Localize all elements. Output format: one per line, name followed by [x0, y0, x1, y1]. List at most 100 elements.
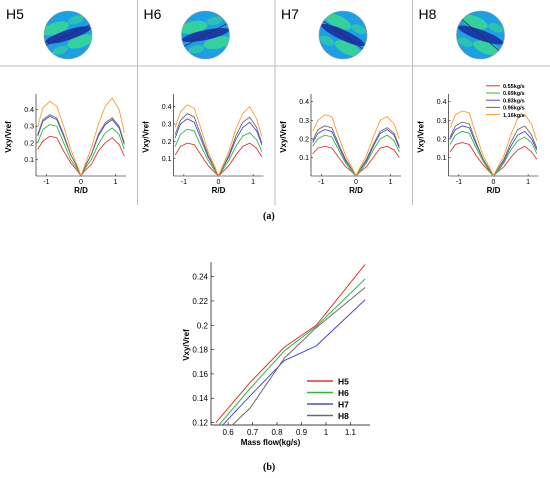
- x-tick-label: 1.1: [345, 428, 357, 437]
- high-velocity-zone: [52, 45, 69, 55]
- measurement-line: [323, 20, 363, 50]
- series-line: [449, 121, 538, 177]
- x-axis-label: R/D: [212, 186, 226, 195]
- y-axis-label: Vxy/Vref: [279, 121, 288, 153]
- series-line: [449, 110, 538, 178]
- disc-outline: [456, 10, 505, 60]
- panel-a-grid: [0, 0, 550, 205]
- panel-a-legend: 0.55kg/s0.69kg/s0.83kg/s 0.96kg/s1.16kg/s: [486, 84, 525, 119]
- series-line: [218, 278, 366, 425]
- high-velocity-zone: [181, 20, 208, 34]
- x-tick-label: -1: [318, 179, 324, 186]
- profile-plot: 0.1 0.2 0.3 0.4 -1 0 1 R/D Vxy/Vref: [279, 94, 401, 195]
- series-line: [174, 118, 263, 177]
- high-velocity-zone: [188, 44, 205, 54]
- y-tick-label: 0.12: [192, 419, 208, 428]
- disc-outline: [318, 10, 368, 60]
- legend-label: 0.96kg/s: [503, 106, 525, 112]
- measurement-line: [46, 24, 90, 46]
- high-velocity-zone: [488, 23, 504, 33]
- legend-label: H6: [338, 388, 349, 398]
- y-tick-label: 0.3: [24, 124, 34, 131]
- measurement-line: [461, 19, 500, 51]
- y-axis-label: Vxy/Vref: [182, 329, 191, 361]
- series-line: [449, 142, 538, 177]
- y-tick-label: 0.3: [299, 118, 309, 125]
- x-tick-label: 0: [217, 179, 221, 186]
- contour-bands: [181, 16, 230, 54]
- series-line: [174, 142, 263, 177]
- x-tick-label: 1: [389, 179, 393, 186]
- x-tick-label: -1: [43, 179, 49, 186]
- high-velocity-zone: [461, 14, 488, 30]
- y-tick-label: 0.2: [24, 140, 34, 147]
- x-tick-label: -1: [456, 179, 462, 186]
- high-velocity-zone: [351, 24, 367, 35]
- x-tick-label: 0.6: [223, 428, 235, 437]
- series-line: [312, 129, 400, 177]
- x-tick-label: 0.7: [247, 428, 259, 437]
- disc-outline: [43, 10, 93, 60]
- y-tick-label: 0.24: [192, 273, 208, 282]
- series-line: [312, 145, 400, 177]
- series-line: [37, 135, 125, 177]
- contour-disc: [181, 11, 230, 59]
- profile-plot: 0.1 0.2 0.3 0.4 -1 0 1 R/D Vxy/Vref: [4, 94, 126, 195]
- legend-label: 0.55kg/s: [503, 84, 525, 90]
- high-velocity-zone: [457, 37, 473, 47]
- x-tick-label: 0: [492, 179, 496, 186]
- legend-label: 0.83kg/s: [503, 98, 525, 104]
- series-line: [231, 287, 366, 425]
- x-tick-label: 0.8: [271, 428, 283, 437]
- y-tick-label: 0.3: [162, 122, 172, 129]
- x-axis-label: R/D: [74, 186, 88, 195]
- x-axis-label: R/D: [349, 186, 363, 195]
- series-line: [449, 130, 538, 177]
- legend-label: H8: [338, 411, 349, 421]
- caption-a: (a): [263, 211, 275, 222]
- profile-plot: 0.1 0.2 0.3 0.4 -1 0 1 R/D Vxy/Vref: [417, 94, 539, 195]
- disc-outline: [181, 10, 230, 60]
- high-velocity-zone: [206, 16, 223, 26]
- chart-title: H8: [419, 6, 437, 22]
- x-tick-label: 1: [251, 179, 255, 186]
- x-tick-label: -1: [181, 179, 187, 186]
- x-tick-label: 0.9: [296, 428, 308, 437]
- y-tick-label: 0.4: [299, 99, 309, 106]
- chart-title: H7: [281, 6, 299, 22]
- high-velocity-zone: [325, 13, 352, 30]
- legend-label: H7: [338, 400, 349, 410]
- y-tick-label: 0.4: [437, 99, 447, 106]
- panel-a-charts: H5 0.1 0.2 0.3 0.4 -1 0 1 R/D Vxy/Vref H6 0.1 0.2 0.3…: [4, 6, 539, 195]
- chart-title: H5: [6, 6, 24, 22]
- x-axis-label: R/D: [487, 186, 501, 195]
- y-tick-label: 0.14: [192, 394, 208, 403]
- y-tick-label: 0.1: [437, 155, 447, 162]
- x-tick-label: 1: [526, 179, 530, 186]
- series-lines: [215, 264, 366, 425]
- series-line: [312, 114, 400, 178]
- y-axis-label: Vxy/Vref: [142, 121, 151, 153]
- x-tick-label: 1: [114, 179, 118, 186]
- profile-plot: 0.1 0.2 0.3 0.4 -1 0 1 R/D Vxy/Vref: [142, 94, 264, 195]
- y-axis-label: Vxy/Vref: [417, 121, 426, 153]
- legend-label: 1.16kg/s: [503, 113, 525, 119]
- caption-b: (b): [263, 462, 276, 473]
- series-line: [174, 128, 263, 177]
- x-tick-label: 1: [324, 428, 329, 437]
- series-line: [37, 114, 125, 178]
- x-tick-label: 0: [354, 179, 358, 186]
- high-velocity-zone: [473, 40, 500, 56]
- high-velocity-zone: [203, 36, 230, 50]
- series-line: [37, 97, 125, 178]
- y-tick-label: 0.2: [162, 139, 172, 146]
- chart-title: H6: [144, 6, 162, 22]
- y-axis-label: Vxy/Vref: [4, 121, 13, 153]
- y-tick-label: 0.3: [437, 118, 447, 125]
- y-tick-label: 0.4: [162, 104, 172, 111]
- measurement-line: [184, 23, 227, 47]
- y-tick-label: 0.16: [192, 370, 208, 379]
- y-tick-label: 0.1: [162, 156, 172, 163]
- x-axis-label: Mass flow(kg/s): [241, 438, 301, 447]
- legend-label: 0.69kg/s: [503, 91, 525, 97]
